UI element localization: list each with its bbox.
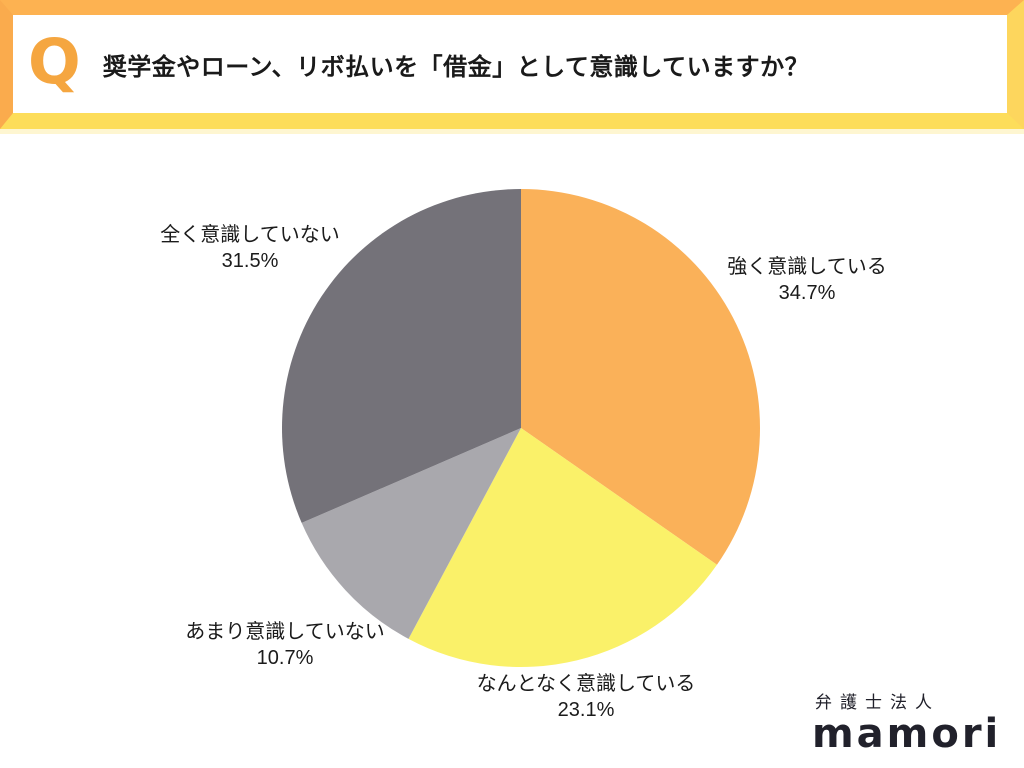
pie-slice xyxy=(301,428,521,639)
pie-slice xyxy=(282,189,521,523)
pie-chart xyxy=(282,189,761,668)
slice-label-somewhat-aware: なんとなく意識している 23.1% xyxy=(477,671,696,723)
pie-chart-container xyxy=(281,188,761,668)
pie-slice xyxy=(521,189,761,565)
pie-slice xyxy=(408,428,717,668)
slice-label-little-aware: あまり意識していない 10.7% xyxy=(185,619,384,671)
slice-label-text: 強く意識している xyxy=(727,256,887,278)
brand-logo: 弁護士法人 mamori xyxy=(812,688,1001,755)
slice-label-text: あまり意識していない xyxy=(185,621,385,643)
q-icon: Q xyxy=(28,25,81,98)
slice-label-text: 全く意識していない xyxy=(160,224,340,246)
logo-brand-name: mamori xyxy=(812,711,1002,757)
question-title: 奨学金やローン、リボ払いを「借金」として意識していますか？ xyxy=(102,53,810,81)
slice-pct-text: 31.5% xyxy=(221,250,279,272)
slice-label-text: なんとなく意識している xyxy=(476,673,696,695)
slice-pct-text: 23.1% xyxy=(557,699,615,721)
slice-pct-text: 10.7% xyxy=(256,647,314,669)
question-banner: Q 奨学金やローン、リボ払いを「借金」として意識していますか？ xyxy=(0,0,1024,129)
slice-pct-text: 34.7% xyxy=(778,282,836,304)
slice-label-strongly-aware: 強く意識している 34.7% xyxy=(727,254,886,306)
slice-label-not-aware: 全く意識していない 31.5% xyxy=(160,222,339,274)
logo-company-type: 弁護士法人 xyxy=(815,693,940,712)
